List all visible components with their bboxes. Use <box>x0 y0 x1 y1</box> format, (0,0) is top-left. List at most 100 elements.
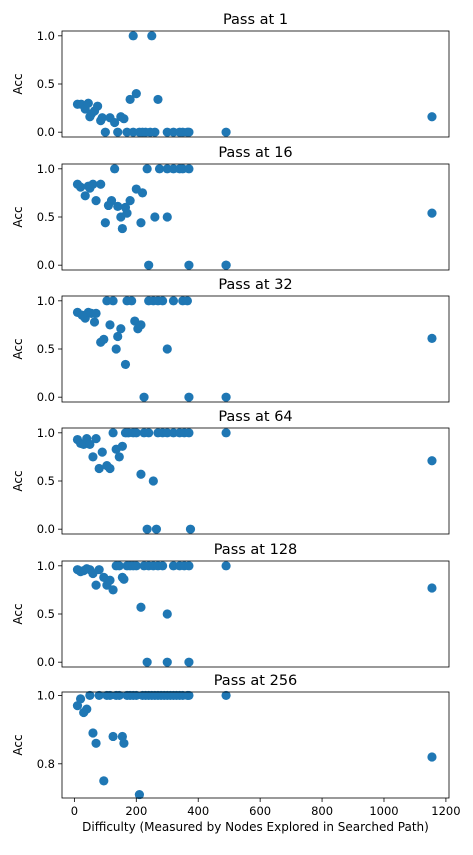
data-point <box>184 690 194 701</box>
data-point <box>114 690 124 701</box>
y-tick-label: 0.5 <box>37 342 55 356</box>
y-axis-label: Acc <box>11 73 25 94</box>
data-point <box>142 524 152 534</box>
axes-frame <box>61 30 450 138</box>
x-tick-label: 400 <box>187 804 209 818</box>
data-point <box>85 439 95 449</box>
y-tick-label: 0.5 <box>37 474 55 488</box>
data-point <box>100 218 110 228</box>
data-point <box>427 752 437 762</box>
data-point <box>110 164 120 174</box>
axes-frame <box>61 163 450 271</box>
data-point <box>158 296 168 306</box>
y-tick-label: 1.0 <box>37 559 55 573</box>
data-point <box>131 561 141 571</box>
data-point <box>83 98 93 108</box>
data-point <box>122 208 132 218</box>
data-point <box>117 441 127 451</box>
data-point <box>93 101 103 111</box>
data-point <box>113 127 123 137</box>
data-point <box>75 182 86 192</box>
data-point <box>110 117 120 128</box>
data-point <box>162 657 172 667</box>
chart-title: Pass at 1 <box>223 12 288 28</box>
data-point <box>184 260 194 270</box>
axes-frame <box>61 295 450 403</box>
data-point <box>75 694 86 704</box>
data-point <box>151 524 162 534</box>
y-tick-label: 0.0 <box>37 258 55 272</box>
data-point <box>158 561 168 571</box>
data-point <box>111 344 121 354</box>
data-point <box>144 260 154 270</box>
data-point <box>125 196 135 206</box>
data-point <box>134 789 144 800</box>
data-point <box>147 31 157 41</box>
data-point <box>120 359 131 370</box>
data-point <box>82 704 92 714</box>
data-point <box>119 738 129 748</box>
chart-title: Pass at 128 <box>214 542 298 558</box>
chart-title: Pass at 256 <box>214 673 298 689</box>
data-point <box>162 212 172 222</box>
data-point <box>131 428 141 438</box>
data-point <box>184 164 194 174</box>
data-point <box>105 575 115 585</box>
data-point <box>162 609 172 619</box>
data-point <box>131 89 141 99</box>
y-tick-label: 0.5 <box>37 210 55 224</box>
x-tick-label: 1000 <box>369 804 398 818</box>
data-point <box>427 583 437 593</box>
data-point <box>144 428 154 438</box>
data-point <box>221 690 231 701</box>
data-point <box>113 331 123 342</box>
data-point <box>80 191 90 201</box>
data-point <box>221 428 231 438</box>
data-point <box>97 447 107 457</box>
data-point <box>91 738 101 748</box>
data-point <box>99 776 109 786</box>
chart-title: Pass at 64 <box>218 409 292 425</box>
data-point <box>94 690 104 701</box>
data-point <box>100 127 110 137</box>
data-point <box>108 428 118 438</box>
data-point <box>139 392 149 402</box>
data-point <box>108 585 118 595</box>
data-point <box>85 690 95 701</box>
data-point <box>105 463 115 474</box>
data-point <box>117 223 127 234</box>
data-point <box>184 127 194 137</box>
y-tick-label: 1.0 <box>37 294 55 308</box>
data-point <box>142 657 152 667</box>
y-tick-label: 0.0 <box>37 522 55 536</box>
axes-frame <box>61 427 450 535</box>
data-point <box>136 469 146 479</box>
chart-title: Pass at 16 <box>218 145 292 161</box>
y-tick-label: 0.5 <box>37 77 55 91</box>
y-axis-label: Acc <box>11 470 25 491</box>
y-tick-label: 1.0 <box>37 29 55 43</box>
data-point <box>162 344 172 354</box>
y-tick-label: 0.0 <box>37 390 55 404</box>
data-point <box>91 434 101 444</box>
data-point <box>114 561 124 571</box>
data-point <box>427 333 437 343</box>
data-point <box>125 94 135 105</box>
data-point <box>114 452 124 462</box>
x-tick-label: 600 <box>249 804 271 818</box>
data-point <box>153 94 163 105</box>
data-point <box>427 456 437 466</box>
y-tick-label: 1.0 <box>37 688 55 702</box>
data-point <box>182 296 192 306</box>
data-point <box>105 320 115 330</box>
data-point <box>184 428 194 438</box>
data-point <box>142 164 152 174</box>
data-point <box>148 476 158 486</box>
data-point <box>119 574 129 584</box>
chart-title: Pass at 32 <box>218 277 292 293</box>
data-point <box>185 524 196 534</box>
data-point <box>184 561 194 571</box>
y-axis-label: Acc <box>11 206 25 227</box>
y-axis-label: Acc <box>11 603 25 624</box>
data-point <box>94 565 104 575</box>
